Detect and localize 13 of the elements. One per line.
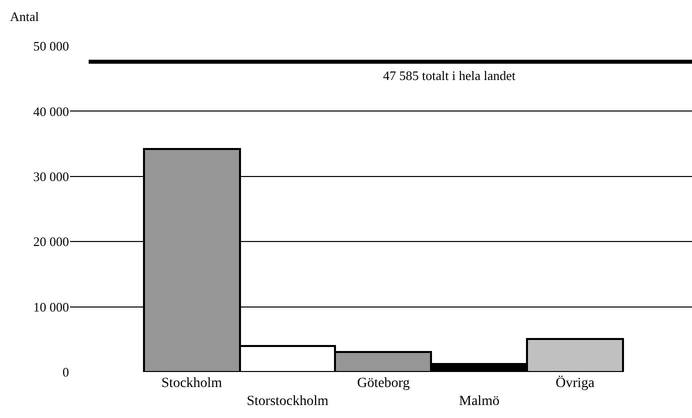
y-tick-label: 10 000 xyxy=(33,299,69,314)
y-tick-label: 0 xyxy=(62,364,69,380)
y-axis-title: Antal xyxy=(10,9,40,24)
y-tick-label: 40 000 xyxy=(33,104,69,119)
y-tick-label: 20 000 xyxy=(33,234,69,250)
y-tick-label: 50 000 xyxy=(33,38,69,54)
x-tick-label: Stockholm xyxy=(161,376,222,391)
x-tick-label: Göteborg xyxy=(357,376,410,391)
x-tick-label: Malmö xyxy=(459,394,500,410)
y-tick-label: 30 000 xyxy=(33,168,69,184)
x-tick-label: Storstockholm xyxy=(246,394,329,410)
ref-line-label: 47 585 totalt i hela landet xyxy=(383,68,516,83)
x-tick-label: Övriga xyxy=(556,375,596,391)
